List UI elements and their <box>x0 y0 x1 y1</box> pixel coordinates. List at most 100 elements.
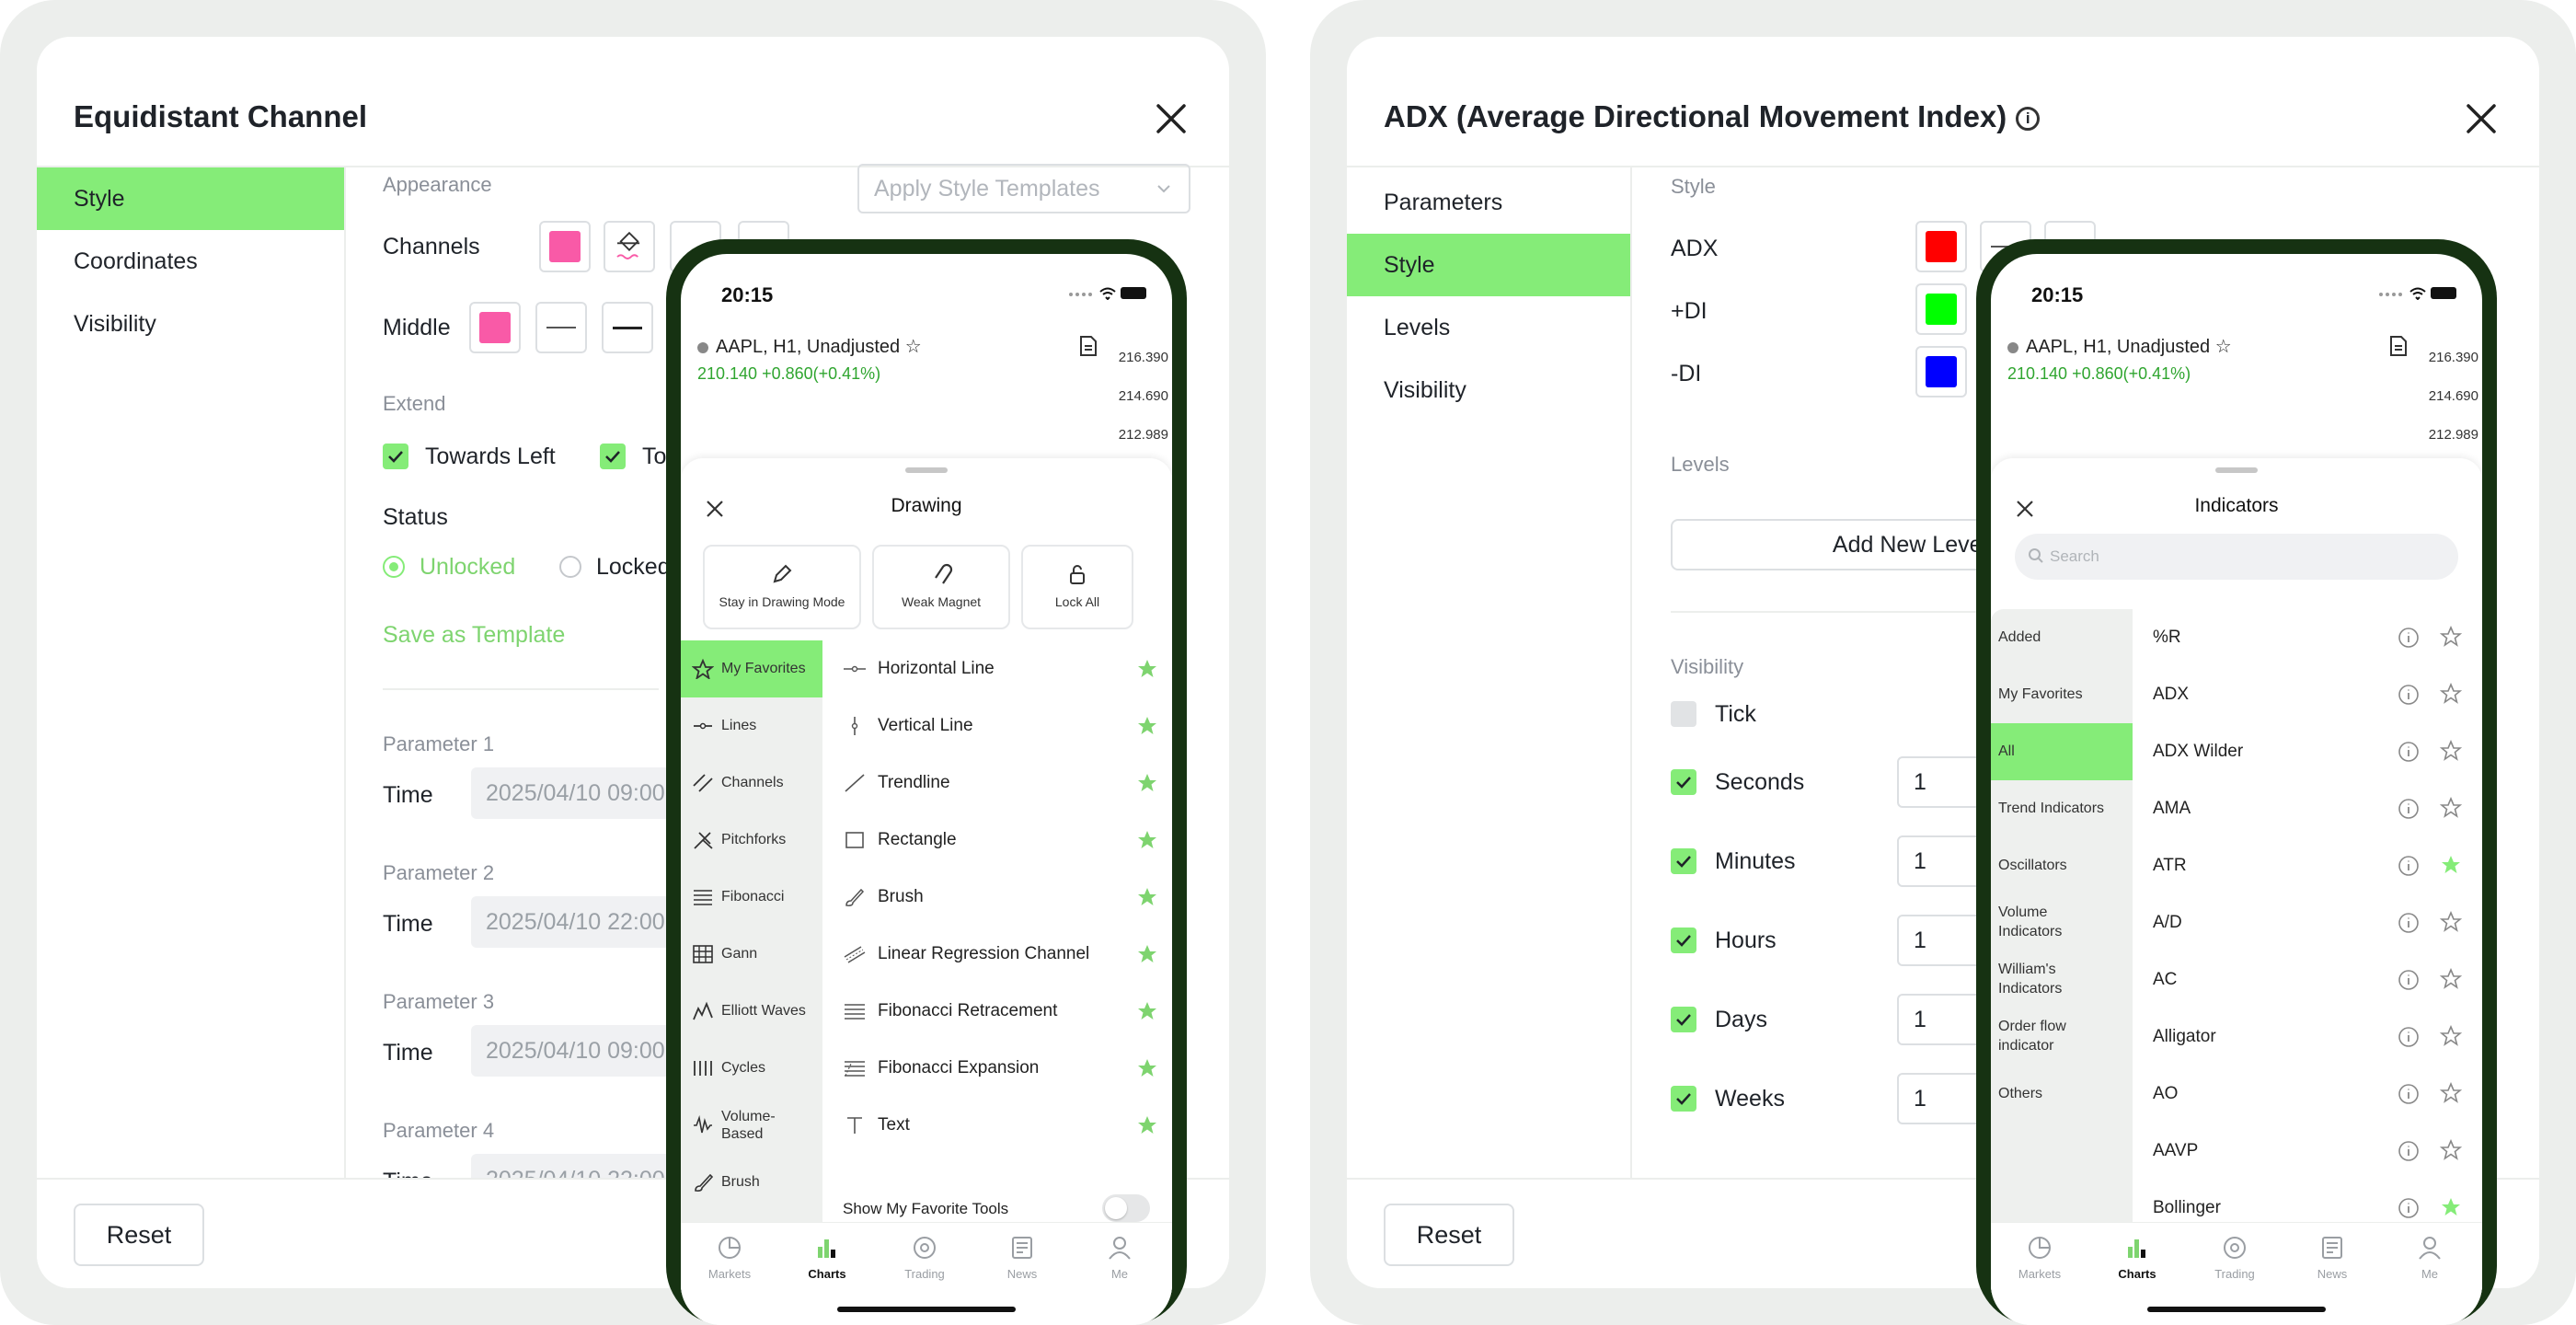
category-channels[interactable]: Channels <box>681 755 822 812</box>
save-as-template-link[interactable]: Save as Template <box>383 622 566 648</box>
info-icon[interactable] <box>2398 684 2420 706</box>
days-checkbox[interactable] <box>1671 1007 1696 1032</box>
close-icon[interactable] <box>705 499 725 519</box>
info-icon[interactable] <box>2398 1197 2420 1219</box>
category-lines[interactable]: Lines <box>681 697 822 755</box>
info-icon[interactable] <box>2398 1083 2420 1105</box>
document-icon[interactable] <box>1078 335 1098 357</box>
sidebar-item-style[interactable]: Style <box>1347 234 1630 296</box>
tab-markets[interactable]: Markets <box>681 1234 778 1281</box>
info-icon[interactable] <box>2398 1026 2420 1048</box>
close-icon[interactable] <box>2466 103 2497 134</box>
info-icon[interactable] <box>2398 798 2420 820</box>
tool-fibonacci-retracement[interactable]: Fibonacci Retracement <box>843 983 1157 1040</box>
indicator-row[interactable]: AAVP <box>2153 1123 2469 1180</box>
category-gann[interactable]: Gann <box>681 926 822 983</box>
lock-all-button[interactable]: Lock All <box>1021 545 1133 629</box>
category-my-favorites[interactable]: My Favorites <box>681 640 822 697</box>
star-filled-icon[interactable] <box>2440 1196 2462 1218</box>
plus-di-color-swatch[interactable] <box>1915 283 1967 335</box>
star-filled-icon[interactable] <box>1137 1058 1157 1078</box>
sidebar-item-parameters[interactable]: Parameters <box>1384 190 1503 215</box>
tab-charts[interactable]: Charts <box>2088 1234 2186 1281</box>
category-volume-indicators[interactable]: Volume Indicators <box>1998 904 2063 939</box>
tab-trading[interactable]: Trading <box>876 1234 973 1281</box>
star-outline-icon[interactable] <box>2440 1025 2462 1047</box>
category-elliott-waves[interactable]: Elliott Waves <box>681 983 822 1040</box>
indicator-row[interactable]: Alligator <box>2153 1008 2469 1066</box>
indicator-row[interactable]: AC <box>2153 951 2469 1008</box>
info-icon[interactable] <box>2398 1140 2420 1162</box>
indicator-row[interactable]: Bollinger <box>2153 1180 2469 1237</box>
sheet-grabber[interactable] <box>905 467 948 473</box>
category-fibonacci[interactable]: Fibonacci <box>681 869 822 926</box>
category-others[interactable]: Others <box>1998 1085 2043 1101</box>
category-my-favorites[interactable]: My Favorites <box>1998 686 2083 702</box>
indicator-row[interactable]: ATR <box>2153 837 2469 894</box>
add-new-level-button[interactable]: Add New Level <box>1671 519 2149 570</box>
star-filled-icon[interactable] <box>1137 716 1157 736</box>
hours-checkbox[interactable] <box>1671 928 1696 953</box>
indicator-row[interactable]: ADX Wilder <box>2153 723 2469 780</box>
star-filled-icon[interactable] <box>1137 1115 1157 1135</box>
tab-me[interactable]: Me <box>1071 1234 1168 1281</box>
weeks-checkbox[interactable] <box>1671 1086 1696 1112</box>
star-filled-icon[interactable] <box>2440 854 2462 876</box>
star-outline-icon[interactable] <box>2440 968 2462 990</box>
sidebar-item-visibility[interactable]: Visibility <box>1384 377 1466 403</box>
reset-button[interactable]: Reset <box>74 1204 204 1266</box>
indicator-row[interactable]: A/D <box>2153 894 2469 951</box>
tab-me[interactable]: Me <box>2381 1234 2478 1281</box>
tool-fibonacci-expansion[interactable]: Fibonacci Expansion <box>843 1040 1157 1097</box>
star-outline-icon[interactable] <box>2440 626 2462 648</box>
middle-line-width[interactable] <box>602 302 653 353</box>
indicator-search-input[interactable]: Search <box>2015 534 2458 580</box>
middle-line-style[interactable] <box>535 302 587 353</box>
star-filled-icon[interactable] <box>1137 1001 1157 1021</box>
tab-news[interactable]: News <box>2283 1234 2381 1281</box>
star-filled-icon[interactable] <box>1137 887 1157 907</box>
unlocked-radio[interactable] <box>383 556 405 578</box>
minus-di-color-swatch[interactable] <box>1915 346 1967 398</box>
indicator-row[interactable]: %R <box>2153 609 2469 666</box>
category-added[interactable]: Added <box>1998 628 2041 645</box>
tab-trading[interactable]: Trading <box>2186 1234 2283 1281</box>
stay-drawing-mode-button[interactable]: Stay in Drawing Mode <box>703 545 861 629</box>
tool-text[interactable]: Text <box>843 1097 1157 1154</box>
tool-rectangle[interactable]: Rectangle <box>843 812 1157 869</box>
tab-news[interactable]: News <box>973 1234 1071 1281</box>
indicator-row[interactable]: AMA <box>2153 780 2469 837</box>
towards-left-checkbox[interactable] <box>383 444 408 469</box>
star-outline-icon[interactable] <box>2440 740 2462 762</box>
sheet-grabber[interactable] <box>2215 467 2258 473</box>
tool-vertical-line[interactable]: Vertical Line <box>843 697 1157 755</box>
category-cycles[interactable]: Cycles <box>681 1040 822 1097</box>
weak-magnet-button[interactable]: Weak Magnet <box>872 545 1010 629</box>
indicator-row[interactable]: AO <box>2153 1066 2469 1123</box>
style-template-select[interactable]: Apply Style Templates <box>857 164 1190 213</box>
tick-checkbox[interactable] <box>1671 701 1696 727</box>
adx-color-swatch[interactable] <box>1915 221 1967 272</box>
document-icon[interactable] <box>2388 335 2409 357</box>
star-outline-icon[interactable]: ☆ <box>2214 337 2232 357</box>
star-filled-icon[interactable] <box>1137 830 1157 850</box>
info-icon[interactable] <box>2398 627 2420 649</box>
seconds-checkbox[interactable] <box>1671 769 1696 795</box>
fill-bucket-icon[interactable] <box>604 221 655 272</box>
tab-markets[interactable]: Markets <box>1991 1234 2088 1281</box>
info-icon[interactable] <box>2398 969 2420 991</box>
info-icon[interactable]: i <box>2016 107 2041 132</box>
indicator-row[interactable]: ADX <box>2153 666 2469 723</box>
star-outline-icon[interactable] <box>2440 797 2462 819</box>
star-outline-icon[interactable] <box>2440 911 2462 933</box>
category-order-flow-indicator[interactable]: Order flow indicator <box>1998 1019 2066 1054</box>
star-outline-icon[interactable] <box>2440 1139 2462 1161</box>
minutes-checkbox[interactable] <box>1671 848 1696 874</box>
info-icon[interactable] <box>2398 912 2420 934</box>
tool-linear-regression-channel[interactable]: Linear Regression Channel <box>843 926 1157 983</box>
category-williams-indicators[interactable]: William's Indicators <box>1998 962 2063 997</box>
star-outline-icon[interactable]: ☆ <box>904 337 922 357</box>
symbol-title[interactable]: AAPL, H1, Unadjusted ☆ <box>697 335 922 358</box>
sidebar-item-visibility[interactable]: Visibility <box>74 311 156 337</box>
info-icon[interactable] <box>2398 741 2420 763</box>
